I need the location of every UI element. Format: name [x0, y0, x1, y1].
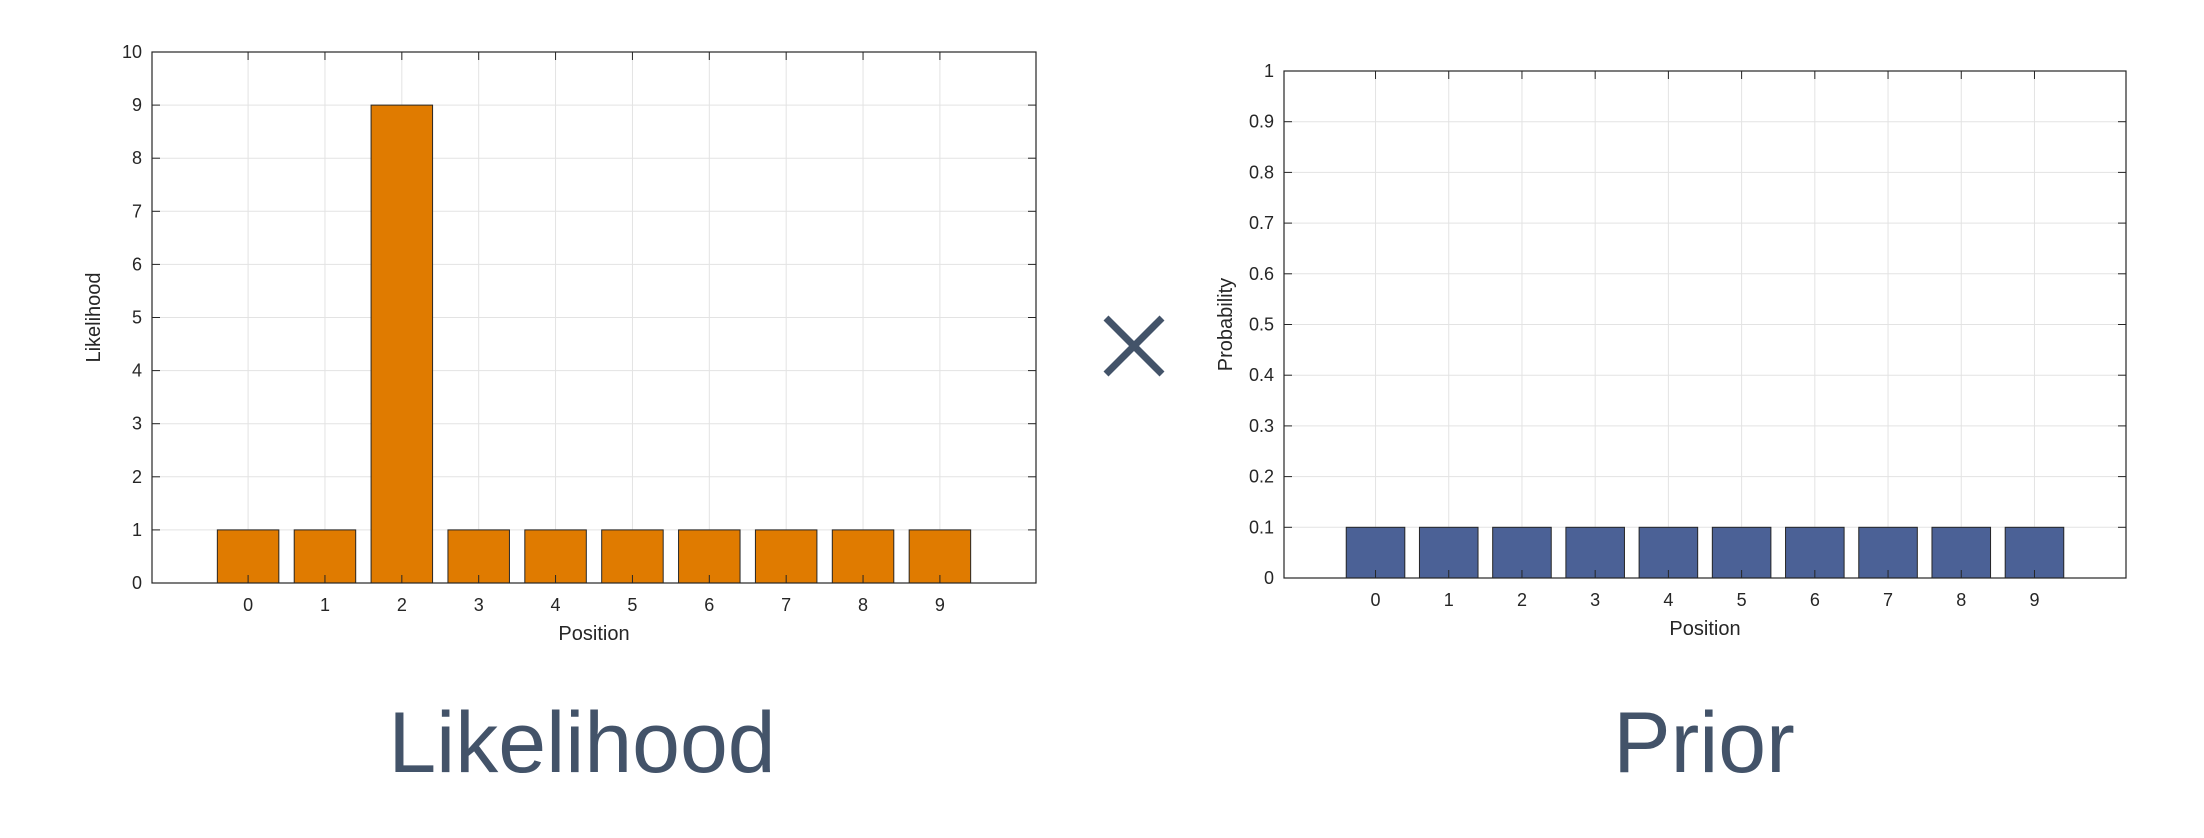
prior-bar-2	[1492, 526, 1552, 579]
likelihood-y-tick-label: 3	[132, 414, 142, 434]
likelihood-bar-3	[447, 529, 510, 584]
prior-bar-8	[1931, 526, 1992, 579]
likelihood-bar-2	[370, 104, 434, 584]
prior-x-tick-label: 1	[1444, 590, 1454, 610]
prior-x-tick-label: 9	[2029, 590, 2039, 610]
likelihood-x-tick-labels: 0 1 2 3 4 5 6 7 8 9	[243, 595, 945, 615]
prior-x-tick-label: 0	[1371, 590, 1381, 610]
prior-bars	[1345, 526, 2065, 579]
prior-bar-0	[1345, 526, 1406, 579]
prior-bar-4	[1638, 526, 1699, 579]
likelihood-y-tick-label: 4	[132, 361, 142, 381]
prior-bar-1	[1418, 526, 1479, 579]
likelihood-bar-7	[754, 529, 818, 584]
likelihood-x-axis-label: Position	[558, 623, 629, 645]
likelihood-ticks	[152, 51, 1036, 584]
prior-y-tick-label: 0.1	[1249, 517, 1274, 537]
prior-grid	[1284, 70, 2126, 579]
likelihood-y-tick-label: 2	[132, 467, 142, 487]
prior-x-tick-label: 5	[1737, 590, 1747, 610]
prior-x-tick-labels: 0 1 2 3 4 5 6 7 8 9	[1371, 590, 2040, 610]
prior-y-tick-labels: 0 0.1 0.2 0.3 0.4 0.5 0.6 0.7 0.8 0.9 1	[1249, 61, 1274, 588]
prior-y-tick-label: 0.3	[1249, 416, 1274, 436]
prior-x-tick-label: 6	[1810, 590, 1820, 610]
likelihood-bar-1	[293, 529, 357, 584]
likelihood-chart: 0 1 2 3 4 5 6 7 8 9 0 1 2 3 4 5 6 7 8 9 10 Position Likelih…	[83, 42, 1037, 645]
prior-bar-5	[1711, 526, 1772, 579]
multiply-operator-icon: ×	[1103, 315, 1165, 377]
likelihood-y-tick-label: 1	[132, 520, 142, 540]
likelihood-y-tick-label: 7	[132, 201, 142, 221]
prior-bar-7	[1858, 526, 1918, 579]
prior-x-tick-label: 8	[1956, 590, 1966, 610]
likelihood-y-tick-label: 9	[132, 95, 142, 115]
prior-bar-6	[1785, 526, 1845, 579]
likelihood-caption: Likelihood	[388, 695, 776, 791]
likelihood-x-tick-label: 8	[858, 595, 868, 615]
likelihood-bar-4	[524, 529, 587, 584]
likelihood-x-tick-label: 2	[397, 595, 407, 615]
prior-y-tick-label: 0	[1264, 568, 1274, 588]
likelihood-y-tick-labels: 0 1 2 3 4 5 6 7 8 9 10	[122, 42, 142, 593]
prior-y-tick-label: 0.6	[1249, 264, 1274, 284]
likelihood-x-tick-label: 0	[243, 595, 253, 615]
likelihood-y-tick-label: 6	[132, 254, 142, 274]
prior-y-tick-label: 1	[1264, 61, 1274, 81]
prior-y-tick-label: 0.5	[1249, 315, 1274, 335]
likelihood-x-tick-label: 7	[781, 595, 791, 615]
prior-x-tick-label: 7	[1883, 590, 1893, 610]
prior-x-tick-label: 2	[1517, 590, 1527, 610]
likelihood-bars	[216, 104, 972, 584]
likelihood-bar-8	[831, 529, 895, 584]
prior-bar-3	[1565, 526, 1625, 579]
prior-ticks	[1284, 70, 2126, 579]
likelihood-y-axis-label: Likelihood	[83, 272, 105, 362]
likelihood-y-tick-label: 10	[122, 42, 142, 62]
prior-chart: 0 1 2 3 4 5 6 7 8 9 0 0.1 0.2 0.3 0.4 0.5 0.6 0.7 0.8 0.9 1…	[1215, 61, 2127, 640]
likelihood-x-tick-label: 5	[627, 595, 637, 615]
prior-y-tick-label: 0.8	[1249, 162, 1274, 182]
likelihood-x-tick-label: 6	[704, 595, 714, 615]
likelihood-x-tick-label: 1	[320, 595, 330, 615]
likelihood-x-tick-label: 9	[935, 595, 945, 615]
likelihood-bar-0	[216, 529, 280, 584]
prior-x-tick-label: 4	[1663, 590, 1673, 610]
likelihood-y-tick-label: 5	[132, 308, 142, 328]
likelihood-x-tick-label: 3	[474, 595, 484, 615]
likelihood-bar-6	[678, 529, 741, 584]
prior-x-axis-label: Position	[1669, 618, 1740, 640]
prior-y-tick-label: 0.9	[1249, 112, 1274, 132]
prior-y-axis-label: Probability	[1215, 278, 1237, 371]
prior-bar-9	[2004, 526, 2065, 579]
likelihood-x-tick-label: 4	[551, 595, 561, 615]
likelihood-y-tick-label: 8	[132, 148, 142, 168]
prior-y-tick-label: 0.7	[1249, 213, 1274, 233]
likelihood-y-tick-label: 0	[132, 573, 142, 593]
prior-x-tick-label: 3	[1590, 590, 1600, 610]
prior-y-tick-label: 0.4	[1249, 365, 1274, 385]
prior-caption: Prior	[1613, 695, 1795, 791]
prior-y-tick-label: 0.2	[1249, 467, 1274, 487]
